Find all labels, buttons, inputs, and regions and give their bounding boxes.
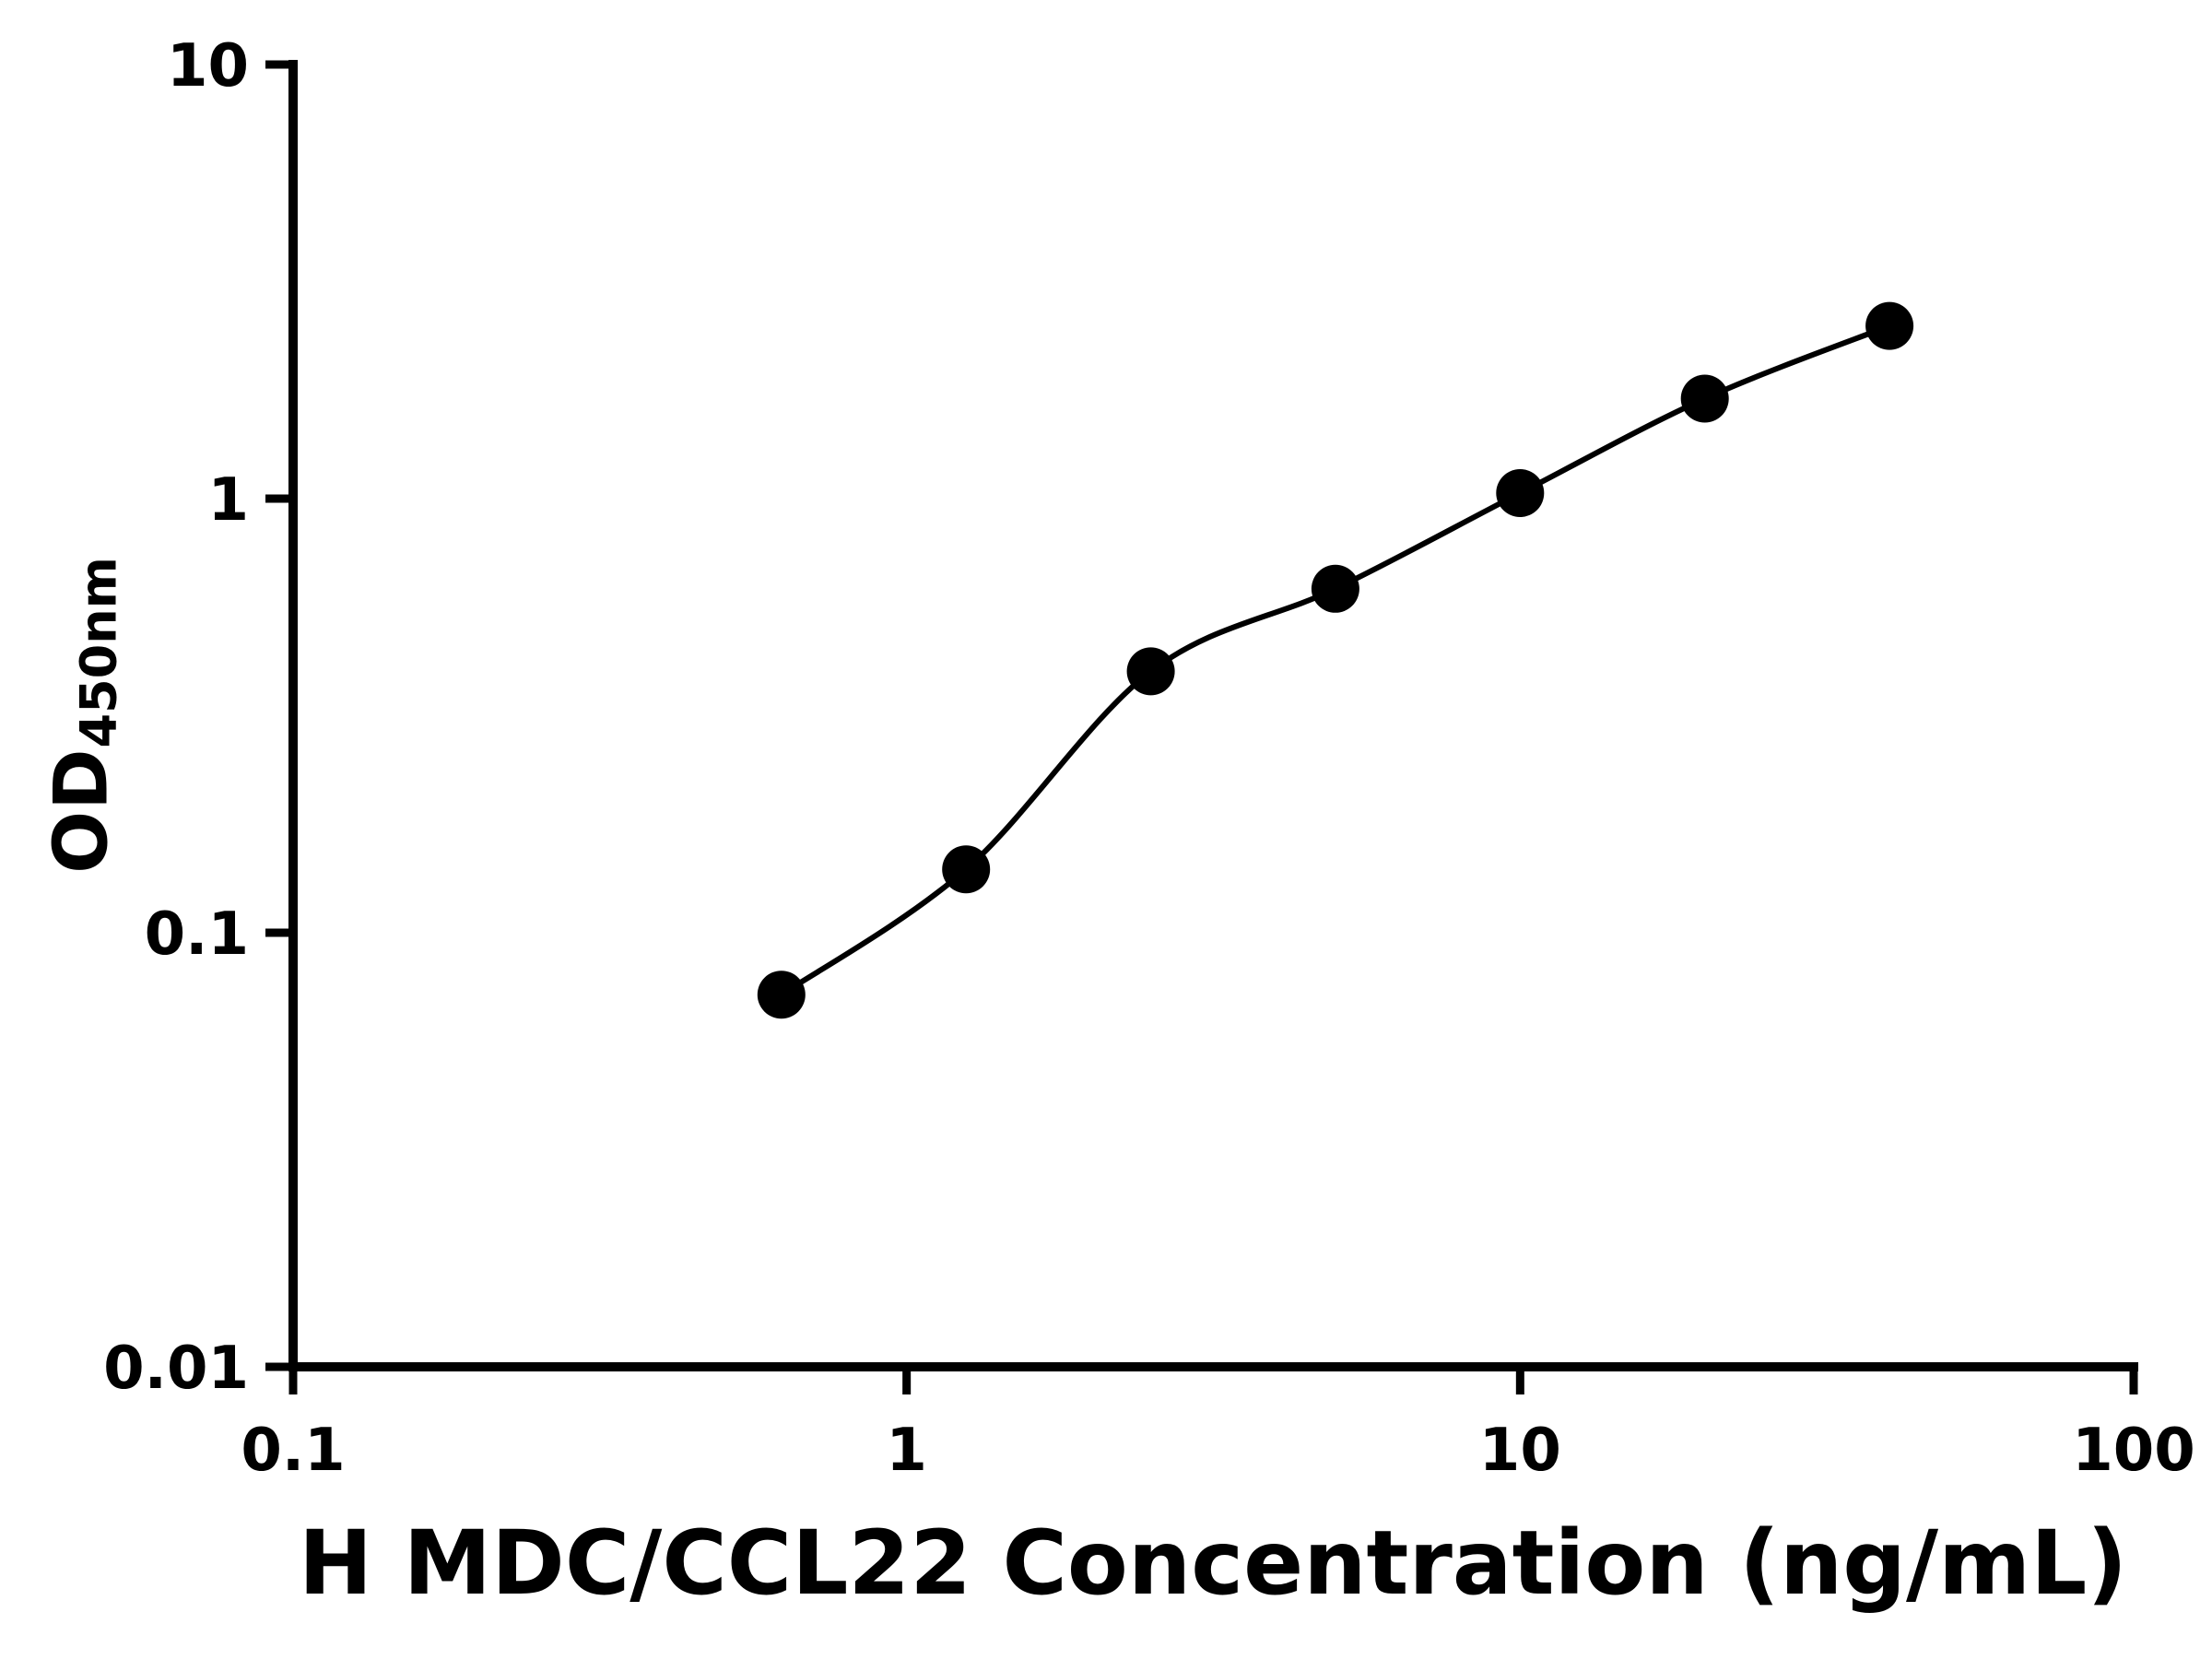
data-point [1126, 647, 1175, 696]
y-tick-label: 0.1 [145, 900, 249, 969]
data-point [1311, 564, 1359, 613]
y-axis-title-main: OD [38, 747, 124, 874]
data-point [1496, 469, 1545, 517]
y-tick-label: 0.01 [103, 1335, 249, 1403]
axis-spine [288, 60, 2138, 1371]
y-axis-title-sub: 450nm [69, 557, 128, 748]
data-point [942, 845, 991, 894]
y-tick-label: 10 [167, 32, 249, 100]
x-tick-label: 10 [1479, 1417, 1561, 1485]
x-axis-title: H MDC/CCL22 Concentration (ng/mL) [298, 1512, 2128, 1615]
x-tick-label: 0.1 [241, 1417, 345, 1485]
y-tick-label: 1 [207, 466, 249, 535]
fit-curve [780, 323, 1891, 997]
data-point [1680, 374, 1729, 423]
y-axis-title: OD450nm [38, 557, 128, 874]
data-point [757, 971, 806, 1019]
x-tick-label: 1 [886, 1417, 927, 1485]
data-point [1865, 301, 1914, 350]
x-tick-label: 100 [2072, 1417, 2195, 1485]
